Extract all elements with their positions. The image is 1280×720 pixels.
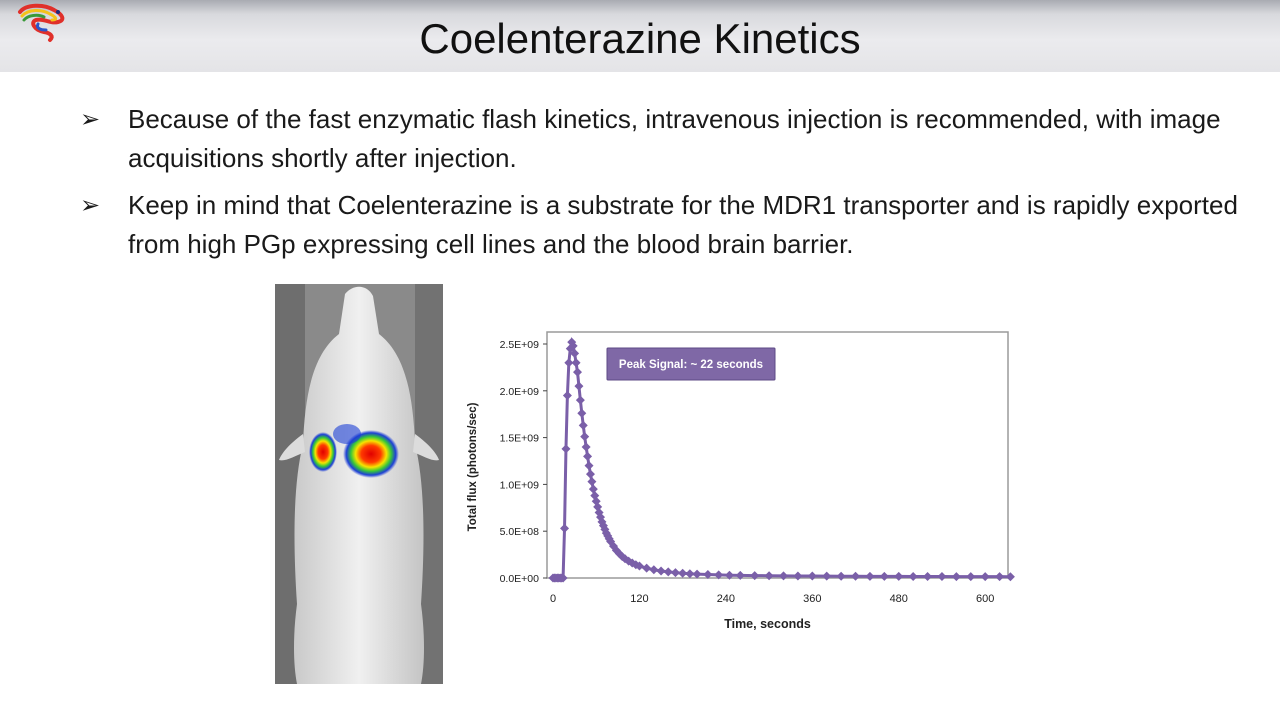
data-point bbox=[966, 572, 976, 582]
data-point bbox=[575, 395, 585, 405]
x-tick-label: 480 bbox=[890, 593, 908, 605]
data-point bbox=[937, 572, 947, 582]
y-tick-label: 2.0E+09 bbox=[500, 386, 540, 398]
data-point bbox=[793, 571, 803, 581]
x-tick-label: 0 bbox=[550, 593, 556, 605]
data-point bbox=[670, 568, 680, 578]
data-point bbox=[908, 571, 918, 581]
data-point bbox=[851, 571, 861, 581]
logo-icon bbox=[18, 3, 65, 42]
data-point bbox=[656, 566, 666, 576]
data-point bbox=[611, 545, 621, 555]
data-point bbox=[951, 572, 961, 582]
flux-chart: 0.0E+00 5.0E+08 1.0E+09 1.5E+09 2.0E+09 2.5E+… bbox=[467, 331, 1015, 631]
data-point bbox=[583, 451, 593, 461]
data-point bbox=[580, 432, 590, 442]
x-tick-label: 600 bbox=[976, 593, 994, 605]
annotation-box bbox=[606, 347, 776, 381]
y-axis-label: Total flux (photons/sec) bbox=[467, 402, 479, 531]
data-point bbox=[807, 571, 817, 581]
data-point bbox=[568, 341, 578, 351]
data-point bbox=[590, 491, 600, 501]
data-point bbox=[764, 571, 774, 581]
data-point bbox=[703, 570, 713, 580]
y-tick-label: 5.0E+08 bbox=[500, 526, 540, 538]
data-point bbox=[577, 408, 587, 418]
data-point bbox=[836, 571, 846, 581]
bullet-text: Keep in mind that Coelenterazine is a su… bbox=[128, 190, 1238, 259]
data-point bbox=[587, 477, 597, 487]
x-tick-label: 240 bbox=[717, 593, 735, 605]
data-point bbox=[1005, 572, 1015, 582]
title-bar: Coelenterazine Kinetics bbox=[0, 0, 1280, 72]
data-point bbox=[822, 571, 832, 581]
data-point bbox=[865, 571, 875, 581]
data-point bbox=[617, 551, 627, 561]
y-tick-label: 0.0E+00 bbox=[500, 573, 540, 585]
data-point bbox=[750, 571, 760, 581]
data-point bbox=[570, 348, 580, 358]
bullet-list: ➢ Because of the fast enzymatic flash ki… bbox=[80, 100, 1240, 272]
data-point bbox=[649, 565, 659, 575]
data-point bbox=[663, 567, 673, 577]
data-point bbox=[578, 420, 588, 430]
data-point bbox=[724, 570, 734, 580]
slide-title: Coelenterazine Kinetics bbox=[419, 15, 861, 62]
data-point bbox=[562, 390, 572, 400]
data-point bbox=[571, 358, 581, 368]
data-point bbox=[894, 571, 904, 581]
y-tick-label: 1.0E+09 bbox=[500, 479, 540, 491]
x-tick-label: 120 bbox=[630, 593, 648, 605]
data-point bbox=[620, 554, 630, 564]
data-point bbox=[574, 381, 584, 391]
data-point bbox=[585, 469, 595, 479]
data-point bbox=[692, 569, 702, 579]
data-point bbox=[567, 337, 577, 347]
data-point bbox=[685, 569, 695, 579]
data-point bbox=[581, 442, 591, 452]
data-point bbox=[879, 571, 889, 581]
data-point bbox=[572, 367, 582, 377]
data-point bbox=[642, 563, 652, 573]
arrow-bullet-icon: ➢ bbox=[80, 192, 101, 219]
data-point bbox=[561, 444, 571, 454]
data-point bbox=[779, 571, 788, 581]
x-tick-label: 360 bbox=[803, 593, 821, 605]
data-point bbox=[735, 570, 745, 580]
data-point bbox=[923, 572, 933, 582]
y-tick-label: 2.5E+09 bbox=[500, 339, 540, 351]
bullet-text: Because of the fast enzymatic flash kine… bbox=[128, 104, 1221, 173]
data-point bbox=[558, 573, 568, 583]
data-point bbox=[596, 512, 606, 522]
y-tick-label: 1.5E+09 bbox=[500, 433, 540, 445]
data-point bbox=[995, 572, 1005, 582]
data-point bbox=[560, 523, 570, 533]
bullet-item: ➢ Keep in mind that Coelenterazine is a … bbox=[80, 186, 1240, 264]
arrow-bullet-icon: ➢ bbox=[80, 106, 101, 133]
data-point bbox=[564, 358, 574, 368]
annotation-text: Peak Signal: ~ 22 seconds bbox=[619, 359, 763, 371]
data-point bbox=[588, 484, 598, 494]
data-point bbox=[714, 570, 724, 580]
x-axis-label: Time, seconds bbox=[724, 617, 811, 631]
bullet-item: ➢ Because of the fast enzymatic flash ki… bbox=[80, 100, 1240, 178]
data-point bbox=[584, 461, 594, 471]
mouse-bioluminescence-image bbox=[275, 284, 443, 684]
data-point bbox=[980, 572, 990, 582]
data-point bbox=[634, 561, 644, 571]
